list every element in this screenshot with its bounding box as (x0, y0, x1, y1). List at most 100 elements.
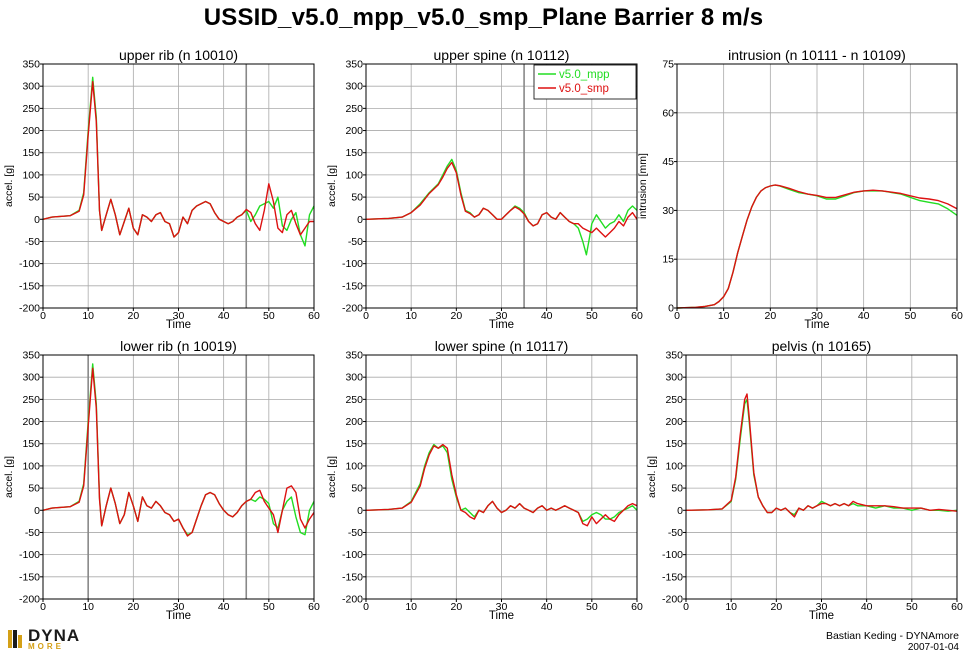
y-tick-label: 200 (665, 416, 683, 428)
y-tick-label: -100 (19, 258, 40, 270)
x-tick-label: 40 (861, 601, 873, 613)
x-tick-label: 50 (263, 310, 275, 322)
y-tick-label: 250 (345, 103, 363, 115)
y-tick-label: 350 (345, 59, 363, 71)
y-tick-label: 350 (665, 350, 683, 362)
y-tick-label: 75 (662, 59, 674, 71)
y-tick-label: 300 (665, 372, 683, 384)
chart-title: upper rib (n 10010) (119, 47, 238, 63)
y-tick-label: 0 (34, 505, 40, 517)
y-tick-label: 30 (662, 205, 674, 217)
x-tick-label: 10 (405, 601, 417, 613)
y-axis-label: accel. [g] (3, 165, 15, 207)
x-tick-label: 0 (40, 310, 46, 322)
y-tick-label: 300 (345, 372, 363, 384)
x-tick-label: 40 (218, 310, 230, 322)
x-tick-label: 0 (363, 310, 369, 322)
x-tick-label: 20 (127, 310, 139, 322)
y-tick-label: 350 (22, 350, 40, 362)
y-axis-label: accel. [g] (646, 456, 658, 498)
y-tick-label: 200 (345, 416, 363, 428)
y-tick-label: 100 (345, 460, 363, 472)
chart-panel: -200 -150 -100 -50 0 50 100 150 200 250 300 350 0 10 2… (646, 338, 963, 622)
y-tick-label: 150 (665, 438, 683, 450)
y-tick-label: -150 (19, 280, 40, 292)
x-tick-label: 0 (683, 601, 689, 613)
y-tick-label: 200 (22, 125, 40, 137)
x-axis-label: Time (166, 319, 191, 331)
legend-label: v5.0_mpp (559, 69, 610, 81)
y-tick-label: 300 (22, 372, 40, 384)
legend-label: v5.0_smp (559, 83, 609, 95)
y-tick-label: 300 (345, 81, 363, 93)
chart-title: lower spine (n 10117) (435, 338, 569, 354)
y-tick-label: 50 (28, 192, 40, 204)
y-tick-label: -150 (342, 280, 363, 292)
y-tick-label: 50 (671, 483, 683, 495)
y-tick-label: 300 (22, 81, 40, 93)
x-tick-label: 40 (858, 310, 870, 322)
y-tick-label: -100 (342, 549, 363, 561)
y-axis-label: accel. [g] (326, 456, 338, 498)
logo-subtext: MORE (28, 642, 64, 651)
x-tick-label: 10 (82, 601, 94, 613)
chart-title: upper spine (n 10112) (434, 47, 570, 63)
y-tick-label: 100 (345, 169, 363, 181)
logo-mark-icon (8, 630, 22, 648)
y-tick-label: 150 (345, 147, 363, 159)
x-tick-label: 30 (496, 310, 508, 322)
legend: v5.0_mpp v5.0_smp (533, 64, 637, 100)
y-tick-label: -200 (342, 594, 363, 606)
y-tick-label: 350 (345, 350, 363, 362)
x-tick-label: 50 (263, 601, 275, 613)
x-axis-label: Time (809, 610, 834, 622)
y-tick-label: 45 (662, 156, 674, 168)
x-tick-label: 20 (770, 601, 782, 613)
footer-date: 2007-01-04 (907, 642, 959, 653)
x-tick-label: 60 (631, 310, 643, 322)
y-tick-label: -50 (348, 236, 363, 248)
y-axis-label: intrusion [mm] (637, 153, 649, 219)
x-tick-label: 60 (308, 601, 320, 613)
x-tick-label: 20 (764, 310, 776, 322)
x-tick-label: 60 (308, 310, 320, 322)
x-axis-label: Time (804, 319, 829, 331)
x-tick-label: 50 (906, 601, 918, 613)
series-line-v5-0-smp (42, 81, 314, 238)
y-tick-label: -200 (342, 303, 363, 315)
footer-author: Bastian Keding - DYNAmore (825, 630, 959, 642)
y-tick-label: 0 (668, 303, 674, 315)
x-tick-label: 20 (127, 601, 139, 613)
x-axis-label: Time (489, 610, 514, 622)
y-tick-label: 0 (357, 214, 363, 226)
dynamore-logo: DYNA MORE (8, 626, 108, 652)
x-tick-label: 0 (40, 601, 46, 613)
y-tick-label: -50 (668, 527, 683, 539)
x-axis-label: Time (489, 319, 514, 331)
y-tick-label: 100 (665, 460, 683, 472)
y-tick-label: 350 (22, 59, 40, 71)
y-tick-label: -50 (25, 236, 40, 248)
y-tick-label: -50 (348, 527, 363, 539)
series-line-v5-0-smp (685, 393, 958, 518)
y-tick-label: 150 (345, 438, 363, 450)
y-tick-label: 200 (22, 416, 40, 428)
series-line-v5-0-smp (365, 443, 638, 527)
chart-panel: -200 -150 -100 -50 0 50 100 150 200 250 300 350 0 10 2… (326, 338, 643, 622)
y-tick-label: -150 (342, 571, 363, 583)
legend-box (533, 64, 637, 100)
y-tick-label: 100 (22, 460, 40, 472)
y-tick-label: 250 (345, 394, 363, 406)
x-tick-label: 30 (496, 601, 508, 613)
x-tick-label: 50 (586, 601, 598, 613)
y-tick-label: 250 (22, 103, 40, 115)
chart-panel: -200 -150 -100 -50 0 50 100 150 200 250 300 350 0 10 2… (3, 338, 320, 622)
x-tick-label: 30 (816, 601, 828, 613)
x-tick-label: 60 (631, 601, 643, 613)
y-tick-label: 50 (351, 483, 363, 495)
x-tick-label: 20 (450, 601, 462, 613)
x-tick-label: 0 (363, 601, 369, 613)
chart-title: intrusion (n 10111 - n 10109) (728, 47, 906, 63)
page-title: USSID_v5.0_mpp_v5.0_smp_Plane Barrier 8 … (203, 4, 764, 31)
